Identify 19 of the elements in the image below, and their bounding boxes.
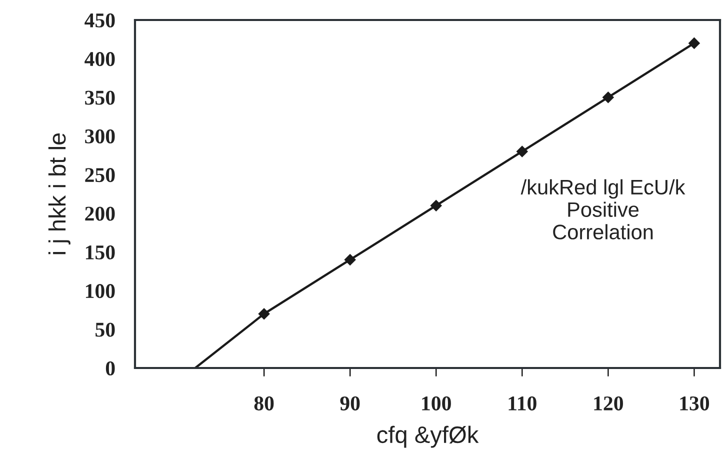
y-tick-label: 100: [86, 284, 115, 298]
y-axis-title: i j hkk i bt le: [48, 133, 70, 254]
x-tick-label: 110: [508, 396, 536, 410]
y-tick-label: 400: [84, 52, 115, 66]
y-tick-label: 250: [85, 168, 115, 182]
x-tick-label: 130: [680, 396, 710, 410]
x-tick-label: 100: [422, 396, 451, 410]
y-tick-label: 200: [85, 206, 115, 221]
y-tick-label: 450: [84, 13, 115, 28]
y-tick-label: 150: [86, 245, 115, 260]
x-tick-label: 80: [254, 396, 274, 410]
y-tick-label: 350: [85, 90, 115, 105]
x-tick-label: 90: [340, 396, 360, 410]
x-tick-label: 120: [594, 396, 623, 410]
annotation: /kukRed lgl EcU/k Positive Correlation: [520, 179, 686, 240]
y-tick-label: 0: [106, 361, 115, 376]
y-tick-label: 300: [85, 129, 115, 144]
x-axis-title: cfq &yfØk: [377, 426, 479, 448]
y-tick-label: 50: [96, 322, 115, 337]
